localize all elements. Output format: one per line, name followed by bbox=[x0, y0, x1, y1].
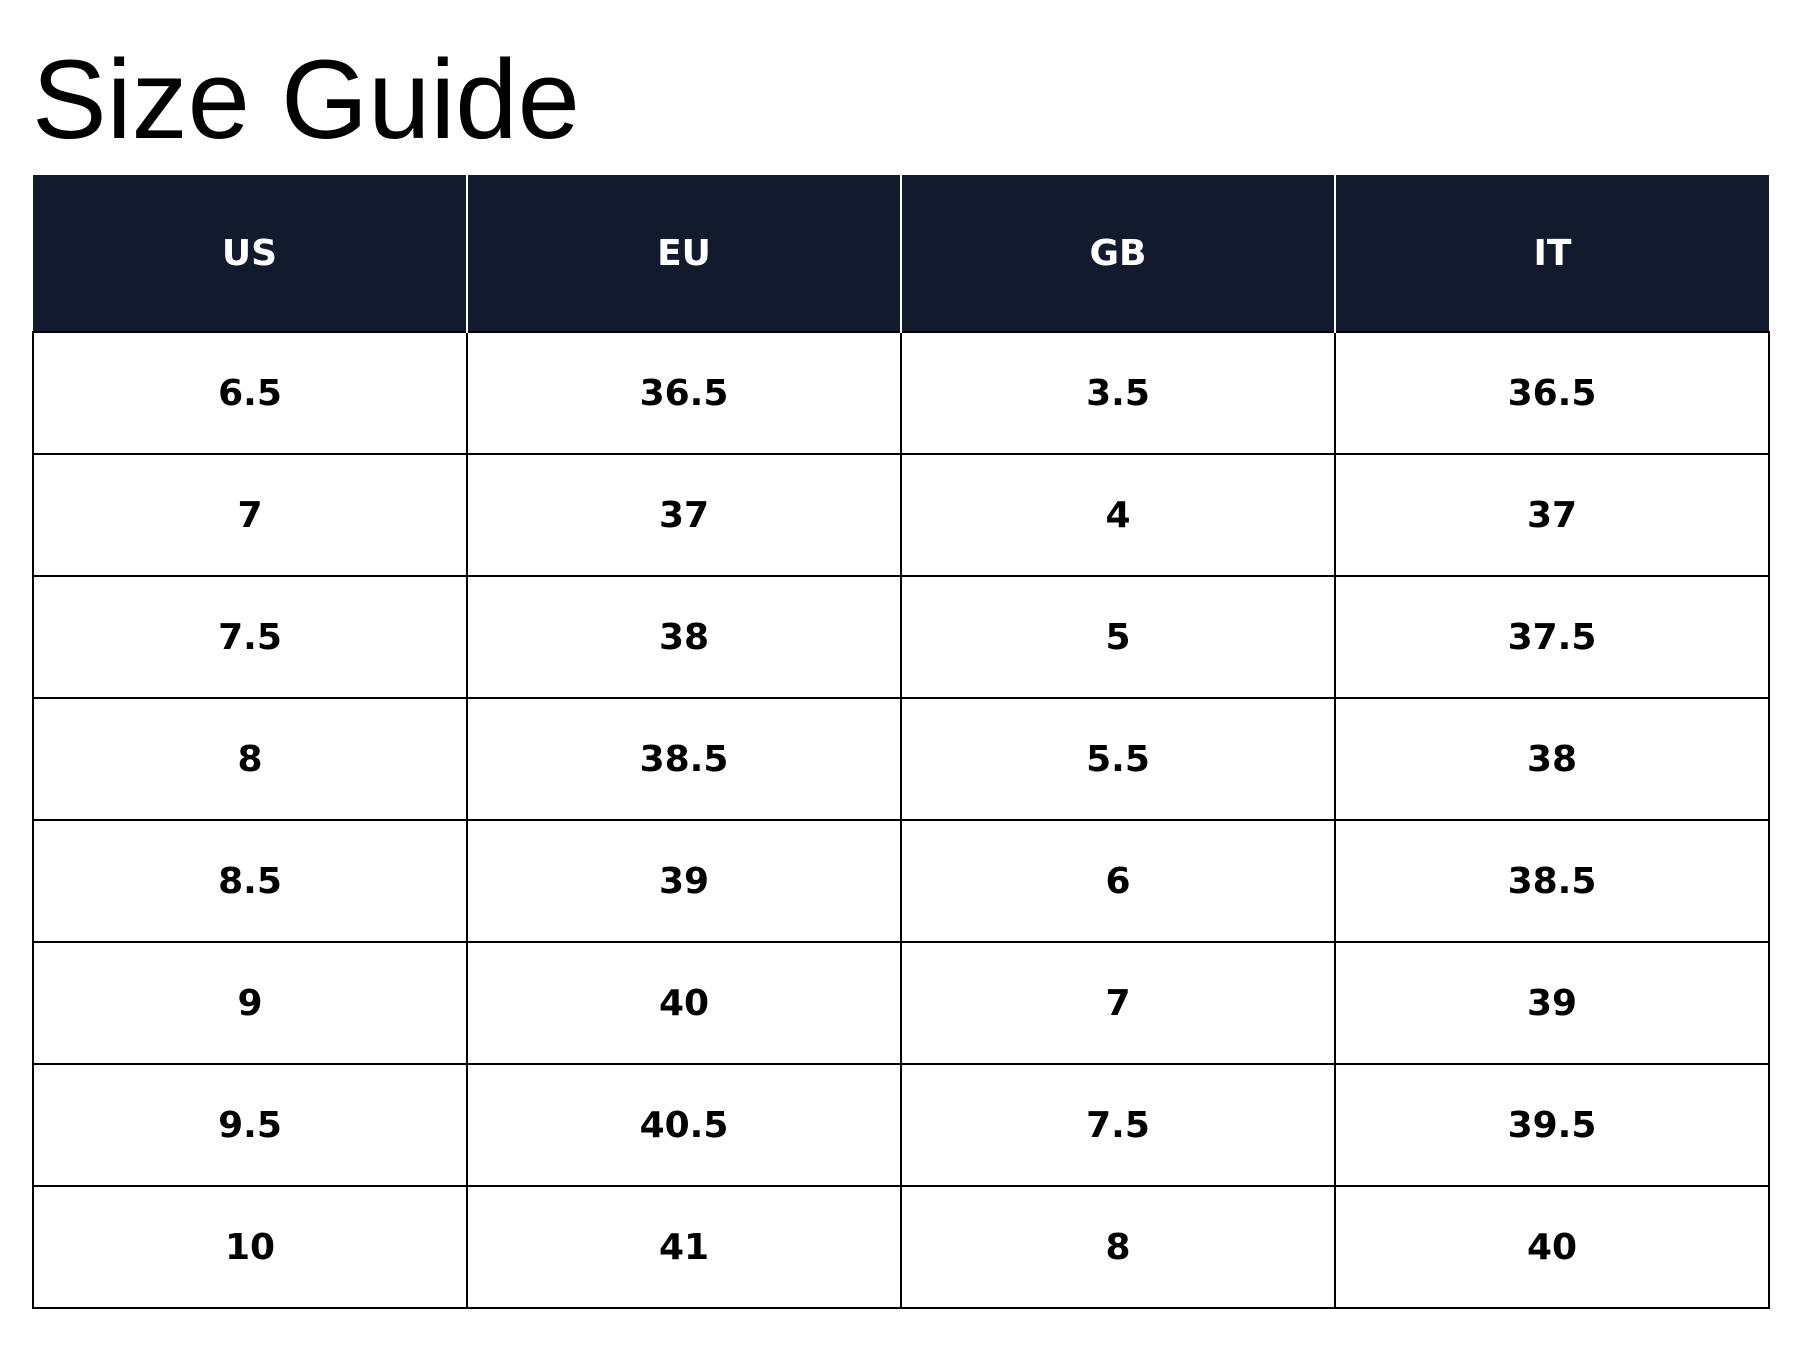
table-cell: 5.5 bbox=[900, 697, 1336, 821]
table-cell: 8 bbox=[900, 1185, 1336, 1309]
table-cell: 10 bbox=[32, 1185, 468, 1309]
table-cell: 4 bbox=[900, 453, 1336, 577]
table-row: 10 41 8 40 bbox=[32, 1185, 1770, 1309]
column-header: GB bbox=[900, 175, 1336, 332]
table-cell: 41 bbox=[466, 1185, 902, 1309]
table-cell: 38.5 bbox=[1334, 819, 1770, 943]
table-cell: 37 bbox=[1334, 453, 1770, 577]
table-cell: 40 bbox=[1334, 1185, 1770, 1309]
table-cell: 40 bbox=[466, 941, 902, 1065]
table-row: 7 37 4 37 bbox=[32, 453, 1770, 577]
table-cell: 5 bbox=[900, 575, 1336, 699]
table-row: 8.5 39 6 38.5 bbox=[32, 819, 1770, 943]
table-cell: 37.5 bbox=[1334, 575, 1770, 699]
table-row: 9.5 40.5 7.5 39.5 bbox=[32, 1063, 1770, 1187]
table-row: 7.5 38 5 37.5 bbox=[32, 575, 1770, 699]
table-cell: 36.5 bbox=[466, 331, 902, 455]
page-title: Size Guide bbox=[32, 37, 580, 162]
header-row: US EU GB IT bbox=[33, 175, 1769, 332]
table-cell: 40.5 bbox=[466, 1063, 902, 1187]
table-cell: 38.5 bbox=[466, 697, 902, 821]
table-cell: 7.5 bbox=[900, 1063, 1336, 1187]
table-cell: 3.5 bbox=[900, 331, 1336, 455]
table-cell: 6.5 bbox=[32, 331, 468, 455]
column-header: US bbox=[33, 175, 468, 332]
column-header: EU bbox=[466, 175, 902, 332]
table-cell: 6 bbox=[900, 819, 1336, 943]
table-cell: 38 bbox=[466, 575, 902, 699]
column-header: IT bbox=[1334, 175, 1769, 332]
table-cell: 9.5 bbox=[32, 1063, 468, 1187]
table-row: 6.5 36.5 3.5 36.5 bbox=[32, 331, 1770, 455]
table-body: 6.5 36.5 3.5 36.5 7 37 4 37 7.5 38 5 37.5 8 38.5 5.5 38… bbox=[32, 331, 1770, 1309]
table-cell: 37 bbox=[466, 453, 902, 577]
table-cell: 8 bbox=[32, 697, 468, 821]
table-cell: 9 bbox=[32, 941, 468, 1065]
table-cell: 38 bbox=[1334, 697, 1770, 821]
table-cell: 7 bbox=[900, 941, 1336, 1065]
table-cell: 36.5 bbox=[1334, 331, 1770, 455]
table-row: 9 40 7 39 bbox=[32, 941, 1770, 1065]
table-cell: 39 bbox=[466, 819, 902, 943]
table-cell: 8.5 bbox=[32, 819, 468, 943]
size-table: US EU GB IT 6.5 36.5 3.5 36.5 7 37 4 37 7.5 38 5 37.5 8… bbox=[32, 175, 1770, 1309]
table-cell: 7 bbox=[32, 453, 468, 577]
table-cell: 39.5 bbox=[1334, 1063, 1770, 1187]
table-row: 8 38.5 5.5 38 bbox=[32, 697, 1770, 821]
table-cell: 39 bbox=[1334, 941, 1770, 1065]
table-cell: 7.5 bbox=[32, 575, 468, 699]
